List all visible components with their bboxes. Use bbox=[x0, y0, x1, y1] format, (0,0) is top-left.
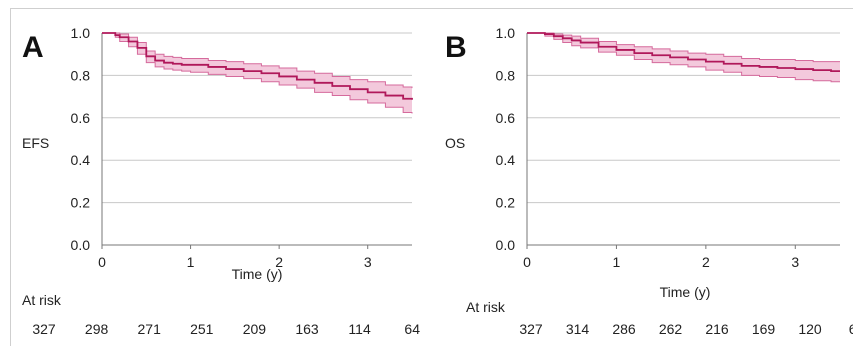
y-axis-label-b: OS bbox=[445, 135, 465, 151]
ytick-label-b-0: 0.0 bbox=[496, 237, 516, 253]
survival-curve-b bbox=[527, 32, 840, 73]
lower-ci-line-b bbox=[527, 32, 840, 83]
ytick-label-a-4: 0.8 bbox=[71, 67, 91, 83]
xtick-label-a-3: 3 bbox=[364, 254, 372, 270]
ytick-label-b-2: 0.4 bbox=[496, 152, 516, 168]
xtick-label-b-0: 0 bbox=[523, 254, 531, 270]
ytick-label-b-4: 0.8 bbox=[496, 67, 516, 83]
survival-curve-a bbox=[102, 32, 413, 100]
at-risk-count-b-7: 67 bbox=[849, 321, 853, 337]
ytick-label-b-1: 0.2 bbox=[496, 195, 516, 211]
lower-ci-line-a bbox=[102, 32, 413, 114]
upper-ci-line-a bbox=[102, 32, 413, 89]
at-risk-count-a-2: 271 bbox=[138, 321, 162, 337]
x-axis-label-b: Time (y) bbox=[660, 284, 711, 300]
at-risk-count-a-4: 209 bbox=[243, 321, 267, 337]
y-axis-label-a: EFS bbox=[22, 135, 49, 151]
xtick-label-a-2: 2 bbox=[275, 254, 283, 270]
ytick-label-a-3: 0.6 bbox=[71, 110, 91, 126]
at-risk-count-b-4: 216 bbox=[705, 321, 729, 337]
at-risk-count-b-6: 120 bbox=[798, 321, 822, 337]
ytick-label-a-0: 0.0 bbox=[71, 237, 91, 253]
at-risk-count-b-1: 314 bbox=[566, 321, 590, 337]
at-risk-count-b-3: 262 bbox=[659, 321, 683, 337]
at-risk-count-b-2: 286 bbox=[612, 321, 636, 337]
ytick-label-b-5: 1.0 bbox=[496, 25, 516, 41]
at-risk-count-b-0: 327 bbox=[519, 321, 543, 337]
x-axis-label-a: Time (y) bbox=[232, 266, 283, 282]
xtick-label-b-2: 2 bbox=[702, 254, 710, 270]
at-risk-count-a-7: 64 bbox=[404, 321, 420, 337]
xtick-label-a-0: 0 bbox=[98, 254, 106, 270]
upper-ci-line-b bbox=[527, 32, 840, 63]
ytick-label-a-5: 1.0 bbox=[71, 25, 91, 41]
ytick-label-b-3: 0.6 bbox=[496, 110, 516, 126]
confidence-band-a bbox=[102, 33, 412, 114]
at-risk-label-b: At risk bbox=[466, 299, 506, 315]
at-risk-count-a-5: 163 bbox=[295, 321, 319, 337]
ytick-label-a-1: 0.2 bbox=[71, 195, 91, 211]
at-risk-count-a-3: 251 bbox=[190, 321, 214, 337]
panel-letter-b: B bbox=[445, 31, 467, 64]
at-risk-count-a-0: 327 bbox=[32, 321, 56, 337]
at-risk-count-a-1: 298 bbox=[85, 321, 109, 337]
at-risk-count-a-6: 114 bbox=[348, 321, 371, 337]
xtick-label-b-3: 3 bbox=[791, 254, 799, 270]
panel-letter-a: A bbox=[22, 31, 44, 64]
xtick-label-a-1: 1 bbox=[187, 254, 195, 270]
figure-frame bbox=[10, 8, 853, 346]
at-risk-label-a: At risk bbox=[22, 292, 62, 308]
at-risk-count-b-5: 169 bbox=[752, 321, 776, 337]
xtick-label-b-1: 1 bbox=[613, 254, 621, 270]
ytick-label-a-2: 0.4 bbox=[71, 152, 91, 168]
